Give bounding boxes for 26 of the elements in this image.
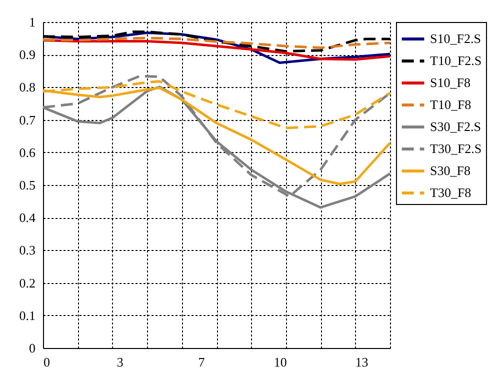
x-tick-label: 3	[116, 354, 124, 370]
y-tick-label: 0.8	[19, 80, 36, 95]
legend-label: S30_F2.S	[430, 119, 481, 134]
y-tick-label: 0.7	[19, 112, 36, 128]
legend-label: T30_F8	[430, 185, 472, 200]
line-series	[42, 36, 392, 50]
legend-label: S30_F8	[430, 163, 470, 178]
x-tick-label: 13	[355, 354, 368, 370]
legend-label: T10_F8	[430, 97, 472, 112]
y-tick-label: 0.4	[19, 210, 36, 226]
y-tick-label: 0.1	[19, 308, 36, 323]
y-tick-label: 0	[29, 340, 36, 356]
y-tick-label: 0.5	[19, 178, 36, 192]
legend-label: S10_F8	[430, 75, 470, 90]
line-series	[42, 39, 392, 61]
y-tick-label: 0.9	[19, 47, 36, 62]
y-tick-label: 0.6	[19, 144, 36, 160]
legend-label: T10_F2.S	[430, 53, 482, 68]
x-tick-label: 10	[274, 354, 287, 370]
y-tick-label: 0.3	[19, 242, 36, 258]
legend-label: S10_F2.S	[430, 31, 481, 46]
x-tick-label: 7	[198, 354, 206, 370]
y-tick-label: 0.2	[19, 275, 36, 290]
y-tick-label: 1	[29, 14, 36, 30]
x-tick-label: 0	[44, 354, 50, 370]
legend-label: T30_F2.S	[430, 141, 482, 156]
